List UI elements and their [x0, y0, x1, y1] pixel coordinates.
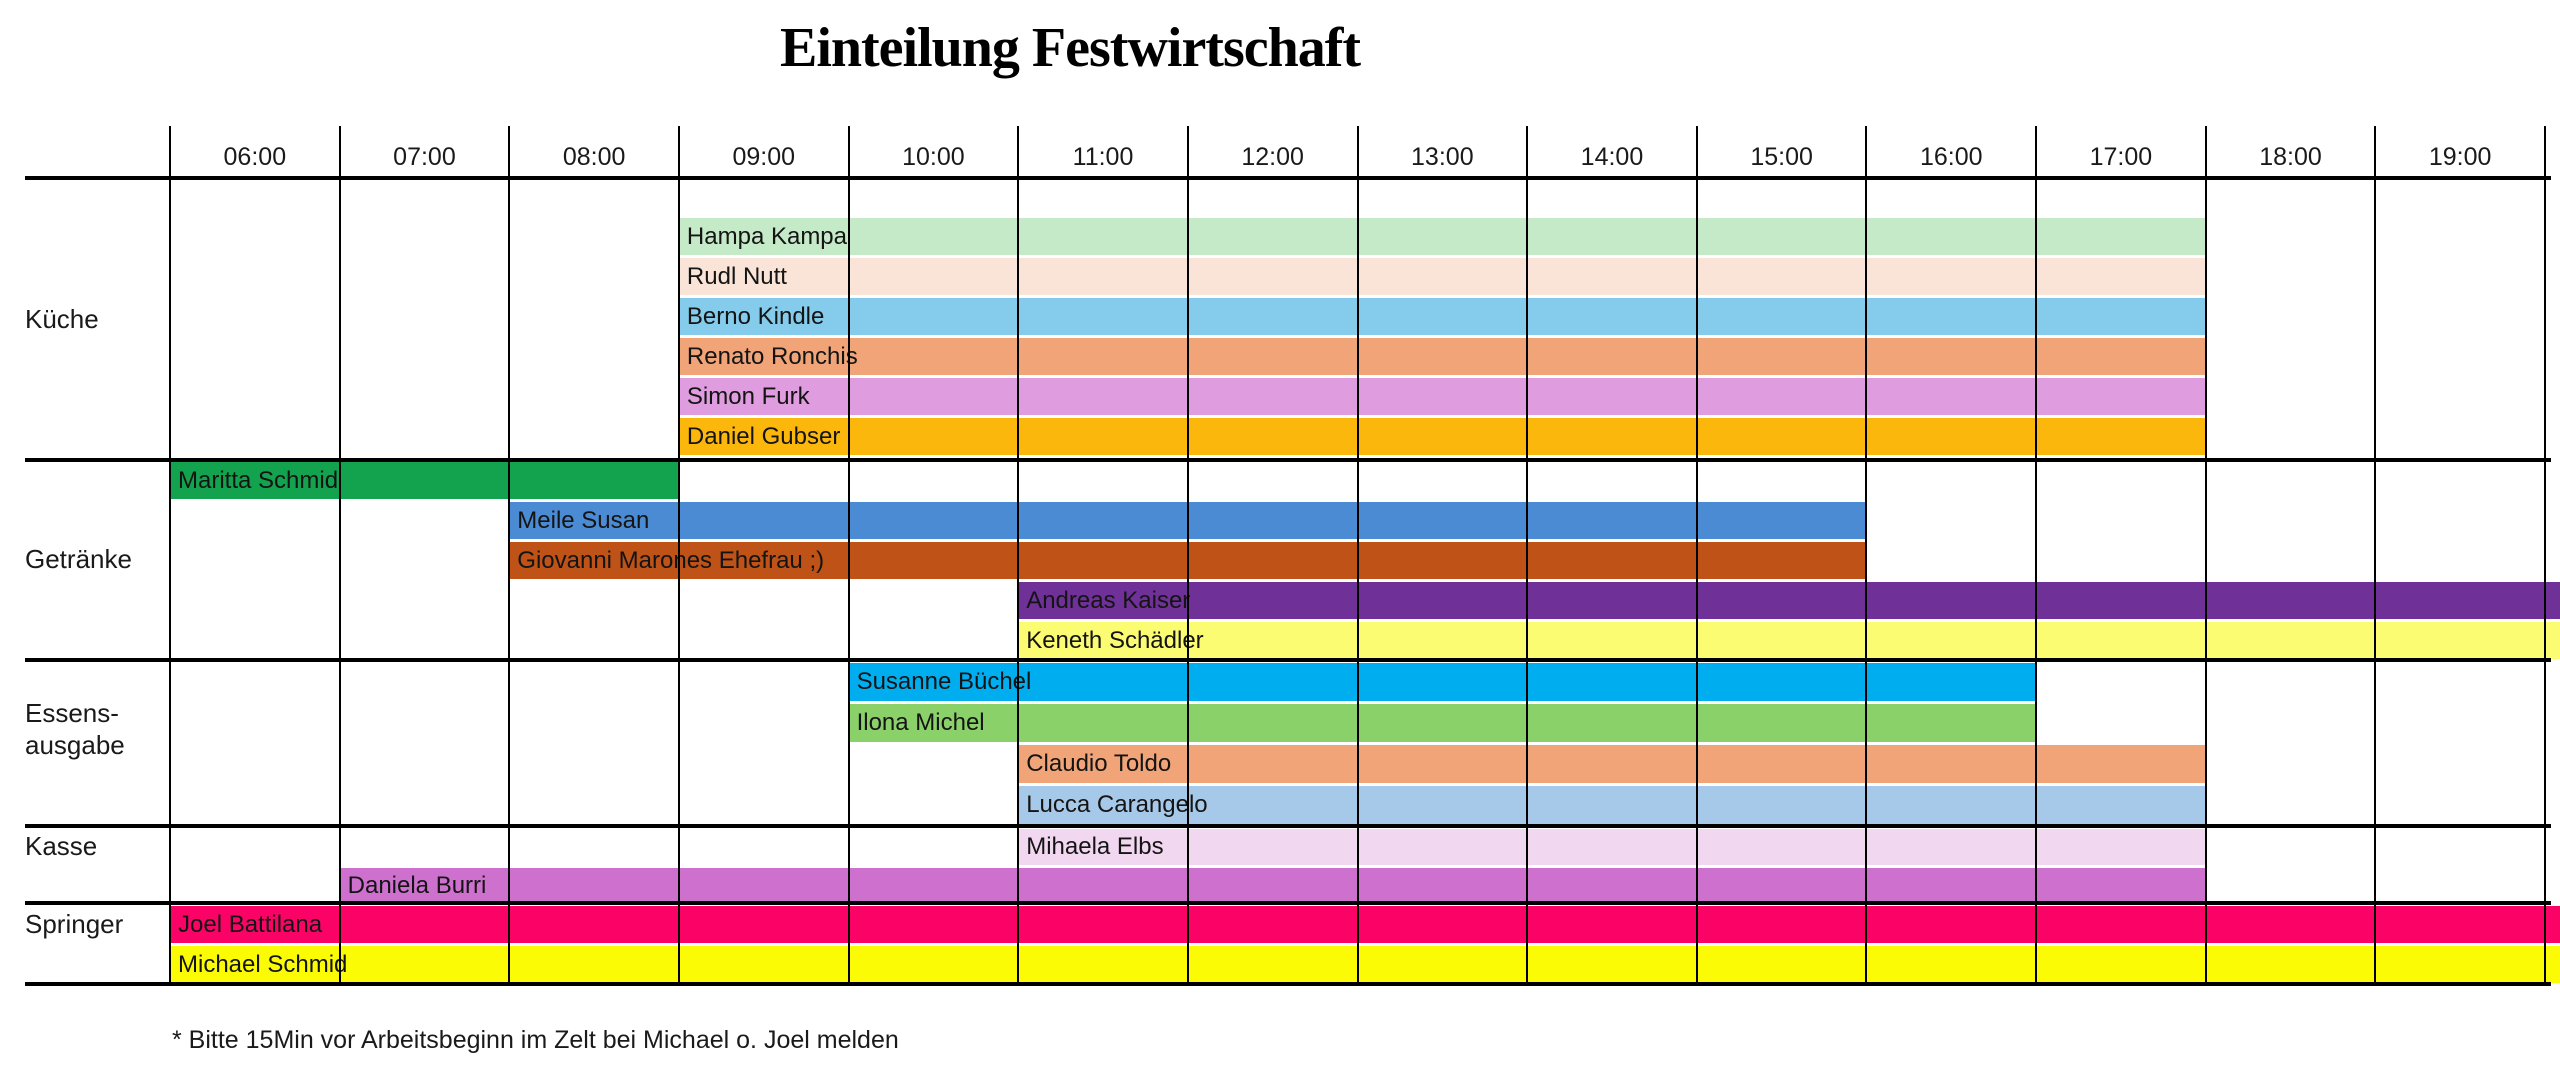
- bar-name-susanne-büchel: Susanne Büchel: [856, 668, 1032, 695]
- schedule-bar-keneth-schädler: [1018, 622, 2560, 659]
- section-label-line: ausgabe: [25, 730, 125, 760]
- hour-gridline: [338, 126, 341, 984]
- hour-gridline: [2204, 126, 2207, 984]
- section-label-line: Getränke: [25, 544, 132, 574]
- bar-name-claudio-toldo: Claudio Toldo: [1026, 750, 1172, 777]
- section-label-line: Kasse: [25, 831, 98, 861]
- time-label-1300: 13:00: [1411, 143, 1474, 171]
- hour-gridline: [1526, 126, 1529, 984]
- time-label-1700: 17:00: [2089, 143, 2153, 171]
- schedule-bar-simon-furk: [678, 378, 2206, 415]
- section-label-getränke: Getränke: [25, 543, 170, 575]
- schedule-bar-mihaela-elbs: [1018, 829, 2206, 865]
- bar-name-maritta-schmid: Maritta Schmid: [178, 467, 339, 494]
- hour-gridline: [1356, 126, 1359, 984]
- bar-name-daniel-gubser: Daniel Gubser: [686, 423, 841, 450]
- section-label-kasse: Kasse: [25, 830, 170, 862]
- divider-essensausgabe-kasse: [25, 824, 2551, 828]
- schedule-bar-berno-kindle: [678, 298, 2206, 335]
- section-label-line: Küche: [25, 304, 99, 334]
- section-label-line: Essens-: [25, 698, 119, 728]
- hour-gridline: [1865, 126, 1868, 984]
- hour-gridline: [2374, 126, 2377, 984]
- section-label-küche: Küche: [25, 303, 170, 335]
- schedule-bar-ilona-michel: [848, 704, 2037, 742]
- bar-name-joel-battilana: Joel Battilana: [178, 911, 323, 938]
- header-rule: [25, 176, 2551, 180]
- schedule-bar-rudl-nutt: [678, 258, 2206, 295]
- bar-name-simon-furk: Simon Furk: [686, 383, 810, 410]
- schedule-bar-susanne-büchel: [848, 663, 2037, 701]
- bar-name-lucca-carangelo: Lucca Carangelo: [1026, 791, 1208, 818]
- section-label-line: Springer: [25, 909, 124, 939]
- hour-gridline: [677, 126, 680, 984]
- time-label-0600: 06:00: [223, 143, 287, 171]
- bar-name-daniela-burri: Daniela Burri: [347, 871, 487, 899]
- footnote: * Bitte 15Min vor Arbeitsbeginn im Zelt …: [172, 1026, 899, 1054]
- table-left-border: [169, 126, 171, 984]
- time-label-0900: 09:00: [732, 143, 796, 171]
- bar-name-giovanni-marones-ehefrau: Giovanni Marones Ehefrau ;): [517, 547, 825, 574]
- time-label-0800: 08:00: [562, 143, 626, 171]
- divider-kasse-springer: [25, 901, 2551, 905]
- time-label-1600: 16:00: [1919, 143, 1983, 171]
- hour-gridline: [508, 126, 511, 984]
- time-label-1200: 12:00: [1241, 143, 1304, 171]
- time-label-1100: 11:00: [1072, 143, 1134, 171]
- time-label-0700: 07:00: [393, 143, 456, 171]
- bar-name-berno-kindle: Berno Kindle: [686, 303, 825, 330]
- hour-gridline: [1186, 126, 1189, 984]
- bar-name-michael-schmid: Michael Schmid: [178, 951, 348, 978]
- hour-gridline: [2035, 126, 2038, 984]
- table-bottom-border: [25, 982, 2551, 986]
- time-label-1800: 18:00: [2259, 143, 2322, 171]
- section-label-springer: Springer: [25, 908, 170, 940]
- time-label-1500: 15:00: [1750, 143, 1813, 171]
- schedule-bar-lucca-carangelo: [1018, 786, 2206, 824]
- hour-gridline: [847, 126, 850, 984]
- schedule-bar-maritta-schmid: [170, 462, 679, 499]
- hour-gridline: [1695, 126, 1698, 984]
- bar-name-meile-susan: Meile Susan: [517, 507, 650, 534]
- schedule-bar-daniel-gubser: [678, 418, 2206, 455]
- schedule-bar-andreas-kaiser: [1018, 582, 2560, 619]
- divider-getraenke-essensausgabe: [25, 658, 2551, 662]
- bar-name-ilona-michel: Ilona Michel: [856, 709, 985, 736]
- bar-name-mihaela-elbs: Mihaela Elbs: [1026, 833, 1164, 860]
- bar-name-andreas-kaiser: Andreas Kaiser: [1026, 587, 1191, 614]
- bar-name-rudl-nutt: Rudl Nutt: [686, 263, 787, 290]
- time-label-1900: 19:00: [2428, 143, 2492, 171]
- time-label-1400: 14:00: [1580, 143, 1644, 171]
- section-label-essens-ausgabe: Essens-ausgabe: [25, 697, 170, 761]
- schedule-bar-claudio-toldo: [1018, 745, 2206, 783]
- schedule-bar-hampa-kampa: [678, 218, 2206, 255]
- hour-gridline: [1017, 126, 1020, 984]
- schedule-bar-daniela-burri: [339, 867, 2206, 903]
- table-right-border: [2544, 126, 2546, 984]
- schedule-bar-joel-battilana: [170, 906, 2560, 943]
- bar-name-renato-ronchis: Renato Ronchis: [686, 343, 858, 370]
- bar-name-hampa-kampa: Hampa Kampa: [686, 223, 847, 250]
- bar-name-keneth-schädler: Keneth Schädler: [1026, 627, 1204, 654]
- schedule-bar-michael-schmid: [170, 946, 2560, 983]
- divider-kueche-getraenke: [25, 458, 2551, 462]
- time-label-1000: 10:00: [902, 143, 965, 171]
- schedule-bar-renato-ronchis: [678, 338, 2206, 375]
- page-title: Einteilung Festwirtschaft: [779, 17, 1361, 79]
